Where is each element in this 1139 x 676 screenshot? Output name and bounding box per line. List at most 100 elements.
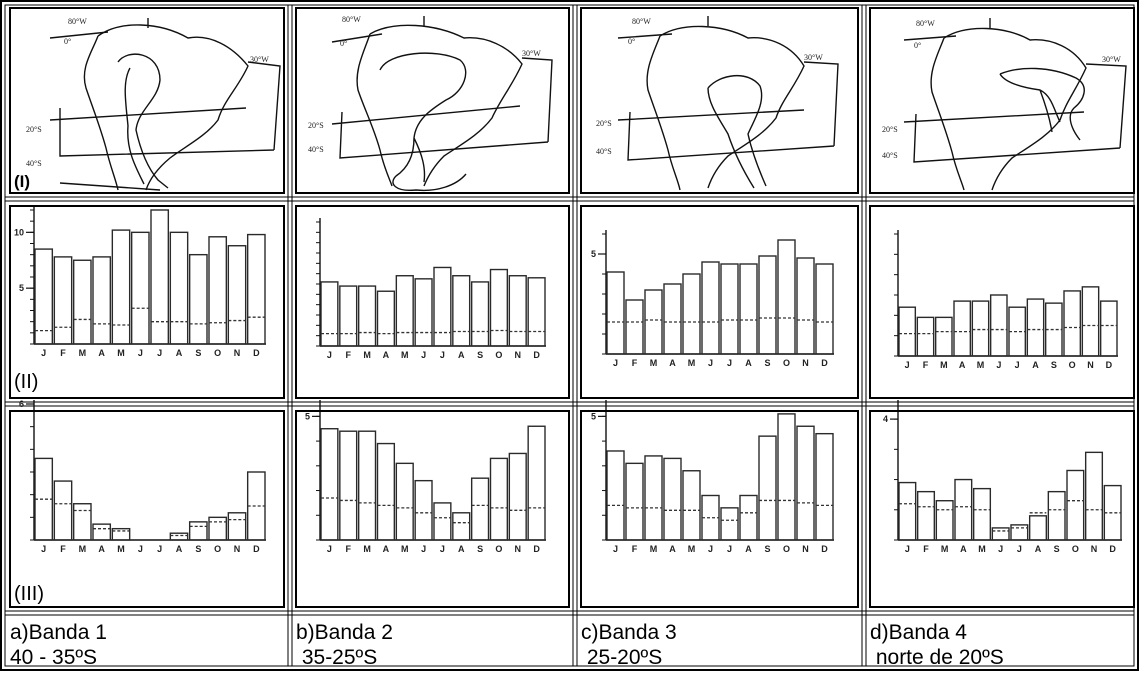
x-tick-label: O: [495, 544, 502, 554]
map-panel-frames: [295, 7, 1135, 194]
chart-ii-a: 5 10 J F M A M J J A S O N D: [14, 206, 266, 358]
bar-o-9: [1063, 290, 1082, 357]
bar-a-3: [663, 283, 682, 355]
x-tick-label: S: [764, 358, 770, 368]
x-tick-label: J: [157, 348, 162, 358]
bar-j-0: [898, 306, 917, 357]
x-tick-label: M: [401, 350, 409, 360]
x-tick-label: S: [1054, 544, 1060, 554]
x-tick-label: S: [477, 350, 483, 360]
bar-a-3: [376, 290, 396, 347]
x-tick-label: J: [727, 544, 732, 554]
bar-j-0: [898, 481, 917, 541]
bar-n-10: [796, 425, 815, 541]
x-tick-label: M: [978, 544, 986, 554]
bar-j-0: [320, 428, 339, 541]
x-tick-label: D: [253, 348, 260, 358]
x-tick-label: A: [176, 348, 183, 358]
bar-j-5: [130, 231, 150, 345]
bar-d-11: [246, 233, 266, 345]
map-label-lon80-d: 80°W: [916, 19, 935, 28]
x-tick-label: O: [214, 348, 221, 358]
row-label-maps: (I): [14, 172, 30, 191]
band-path-d: [999, 67, 1085, 141]
bar-f-1: [625, 462, 644, 541]
x-tick-label: D: [533, 350, 540, 360]
band-path-a: [117, 53, 169, 189]
x-tick-label: J: [41, 348, 46, 358]
bar-j-6: [720, 263, 739, 355]
x-tick-label: F: [923, 544, 929, 554]
x-tick-label: D: [821, 358, 828, 368]
map-label-lon80-a: 80°W: [68, 17, 87, 26]
bar-m-4: [682, 273, 701, 355]
bar-d-11: [527, 425, 546, 541]
map-label-lat20-d: 20°S: [882, 125, 898, 134]
bar-m-2: [357, 430, 377, 541]
x-tick-label: J: [440, 350, 445, 360]
bar-m-4: [682, 470, 701, 541]
bar-f-1: [339, 285, 358, 347]
bar-a-3: [954, 478, 973, 541]
captions: a)Banda 1 40 - 35ºS b)Banda 2 35-25ºS c)…: [10, 621, 1004, 669]
x-tick-label: J: [708, 544, 713, 554]
bar-o-9: [489, 268, 509, 347]
x-tick-label: S: [477, 544, 483, 554]
x-tick-label: N: [515, 544, 522, 554]
x-tick-label: A: [959, 360, 966, 370]
x-tick-label: J: [440, 544, 445, 554]
bar-a-7: [452, 512, 471, 541]
map-label-lon30-a: 30°W: [250, 55, 269, 64]
x-tick-label: N: [1087, 360, 1094, 370]
x-tick-label: J: [138, 544, 143, 554]
bar-s-8: [470, 281, 490, 347]
map-label-lon0-d: 0°: [914, 41, 921, 50]
x-tick-label: D: [533, 544, 540, 554]
band-path-b: [379, 52, 467, 192]
x-tick-label: J: [613, 358, 618, 368]
bar-j-5: [701, 261, 720, 355]
south-america-outline-c: [646, 25, 805, 191]
x-tick-label: O: [1072, 544, 1079, 554]
bar-a-7: [169, 231, 189, 345]
band-path-c: [707, 74, 767, 189]
caption-d-line2: norte de 20ºS: [870, 646, 1004, 669]
bar-j-6: [1010, 524, 1029, 541]
x-tick-label: O: [214, 544, 221, 554]
x-tick-label: J: [138, 348, 143, 358]
x-tick-label: A: [383, 544, 390, 554]
bar-o-9: [1066, 469, 1085, 541]
x-tick-label: J: [727, 358, 732, 368]
x-tick-label: J: [998, 544, 1003, 554]
x-tick-label: M: [688, 544, 696, 554]
bar-o-9: [777, 413, 796, 541]
bar-a-7: [169, 532, 189, 541]
x-tick-label: M: [940, 360, 948, 370]
map-label-lat40-b: 40°S: [308, 145, 324, 154]
bar-f-1: [916, 490, 936, 541]
bar-j-0: [320, 281, 339, 347]
bar-s-8: [758, 435, 777, 541]
x-tick-label: J: [996, 360, 1001, 370]
bar-m-4: [972, 487, 992, 541]
map-label-lon80-c: 80°W: [632, 17, 651, 26]
map-panel-a-inner-frame: [9, 7, 285, 194]
chart-iii-c: 5 J F M A M J J A S O N D: [591, 400, 834, 554]
bar-f-1: [625, 299, 644, 355]
x-tick-label: J: [41, 544, 46, 554]
x-tick-label: S: [195, 544, 201, 554]
bar-o-9: [777, 239, 796, 355]
x-tick-label: J: [905, 544, 910, 554]
x-tick-label: M: [363, 350, 371, 360]
y-tick-label: 10: [14, 227, 24, 237]
map-label-lon30-b: 30°W: [522, 49, 541, 58]
x-tick-label: J: [613, 544, 618, 554]
bar-m-2: [934, 316, 953, 357]
bar-f-1: [53, 256, 73, 345]
map-label-lon30-d: 30°W: [1102, 55, 1121, 64]
south-america-outline-b: [356, 24, 523, 187]
x-tick-label: M: [79, 544, 87, 554]
bar-a-3: [92, 523, 112, 541]
bar-m-4: [395, 462, 414, 541]
